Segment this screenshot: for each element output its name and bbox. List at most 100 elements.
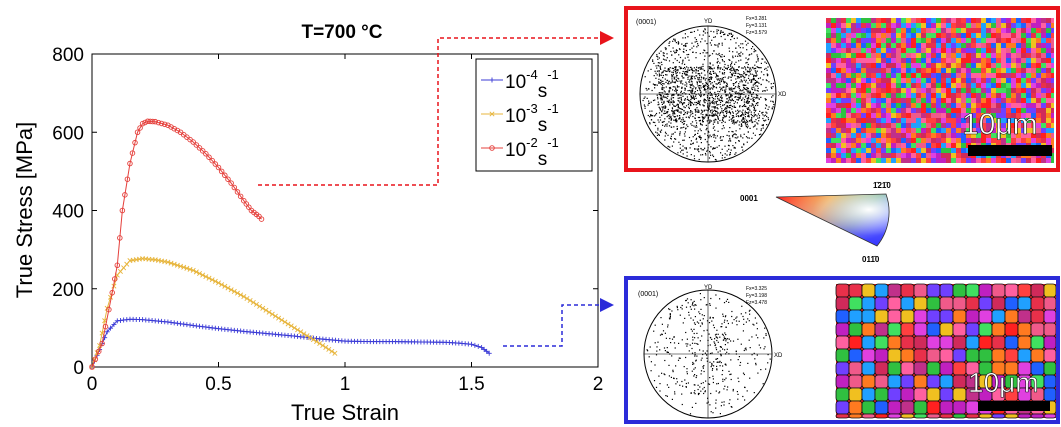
- grain: [900, 296, 915, 311]
- grain: [931, 68, 936, 73]
- pole-point: [726, 320, 728, 322]
- grain: [901, 123, 906, 128]
- pole-point: [689, 115, 691, 117]
- grain: [951, 138, 956, 143]
- pole-point: [669, 88, 671, 90]
- grain: [881, 33, 886, 38]
- grain: [976, 78, 981, 83]
- pole-point: [762, 124, 764, 126]
- grain: [887, 400, 902, 415]
- grain: [956, 48, 961, 53]
- pf-bot-axis-x: XD: [774, 353, 783, 359]
- pole-point: [685, 105, 688, 107]
- grain: [846, 23, 851, 28]
- grain: [1043, 322, 1056, 337]
- pole-point: [753, 77, 755, 79]
- grain: [1006, 103, 1011, 108]
- pole-point: [675, 90, 677, 92]
- grain: [826, 83, 831, 88]
- pole-point: [694, 390, 696, 392]
- grain: [931, 73, 936, 78]
- pole-point: [751, 120, 753, 122]
- pole-point: [675, 109, 677, 111]
- pole-point: [738, 86, 741, 88]
- grain: [900, 348, 915, 363]
- pole-point: [737, 53, 740, 55]
- pole-point: [697, 116, 699, 119]
- pole-point: [717, 44, 719, 46]
- pole-point: [694, 134, 696, 136]
- grain: [956, 128, 961, 133]
- pole-point: [711, 362, 713, 365]
- data-point: [132, 139, 138, 146]
- pole-point: [676, 69, 678, 71]
- pole-point: [749, 67, 751, 69]
- pole-point: [722, 313, 724, 315]
- grain: [831, 43, 836, 48]
- pole-point: [716, 369, 718, 371]
- pole-point: [676, 103, 678, 105]
- pole-point: [708, 99, 710, 102]
- grain: [881, 83, 886, 88]
- pole-point: [709, 111, 711, 113]
- grain: [911, 128, 916, 133]
- pole-point: [758, 115, 761, 117]
- grain: [901, 113, 906, 118]
- grain: [926, 38, 931, 43]
- pole-point: [768, 81, 770, 83]
- pole-point: [696, 40, 698, 43]
- grain: [831, 78, 836, 83]
- pole-point: [722, 68, 724, 70]
- grain: [835, 361, 850, 376]
- pole-point: [665, 133, 667, 135]
- pole-point: [684, 66, 686, 69]
- pole-point: [724, 344, 726, 346]
- grain: [861, 58, 866, 63]
- grain: [951, 148, 956, 153]
- grain: [851, 138, 856, 143]
- pole-point: [737, 86, 739, 88]
- pole-point: [706, 402, 708, 404]
- pole-point: [699, 349, 701, 351]
- pf-top-f2: Fy=3.131: [746, 23, 767, 29]
- grain: [939, 296, 954, 311]
- pole-point: [667, 83, 669, 85]
- pole-point: [748, 92, 750, 94]
- pf-top-f3: Fz=3.579: [746, 30, 767, 36]
- pole-point: [733, 67, 735, 69]
- pole-point: [738, 60, 740, 62]
- grain: [826, 73, 831, 78]
- pole-point: [724, 145, 726, 147]
- grain: [887, 283, 902, 298]
- grain: [936, 63, 941, 68]
- pole-point: [738, 96, 740, 98]
- pole-point: [751, 53, 753, 55]
- grain: [886, 53, 891, 58]
- grain: [831, 108, 836, 113]
- pole-point: [743, 93, 745, 96]
- pole-point: [706, 83, 709, 85]
- pole-point: [679, 131, 681, 133]
- pole-point: [685, 148, 687, 150]
- pole-point: [764, 327, 766, 329]
- pole-point: [728, 301, 730, 303]
- pole-point: [708, 157, 711, 159]
- grain: [946, 63, 951, 68]
- grain: [886, 138, 891, 143]
- pole-point: [731, 90, 733, 92]
- grain: [891, 23, 896, 28]
- pole-point: [666, 57, 668, 59]
- grain: [1001, 58, 1006, 63]
- pole-point: [714, 147, 716, 149]
- pole-point: [705, 109, 707, 111]
- grain: [856, 123, 861, 128]
- grain: [1036, 103, 1041, 108]
- pole-point: [693, 305, 695, 307]
- pole-point: [753, 112, 755, 114]
- pole-point: [644, 96, 646, 98]
- grain: [1041, 98, 1046, 103]
- grain: [1043, 348, 1056, 363]
- grain: [1026, 23, 1031, 28]
- pole-point: [658, 103, 660, 105]
- grain: [871, 148, 876, 153]
